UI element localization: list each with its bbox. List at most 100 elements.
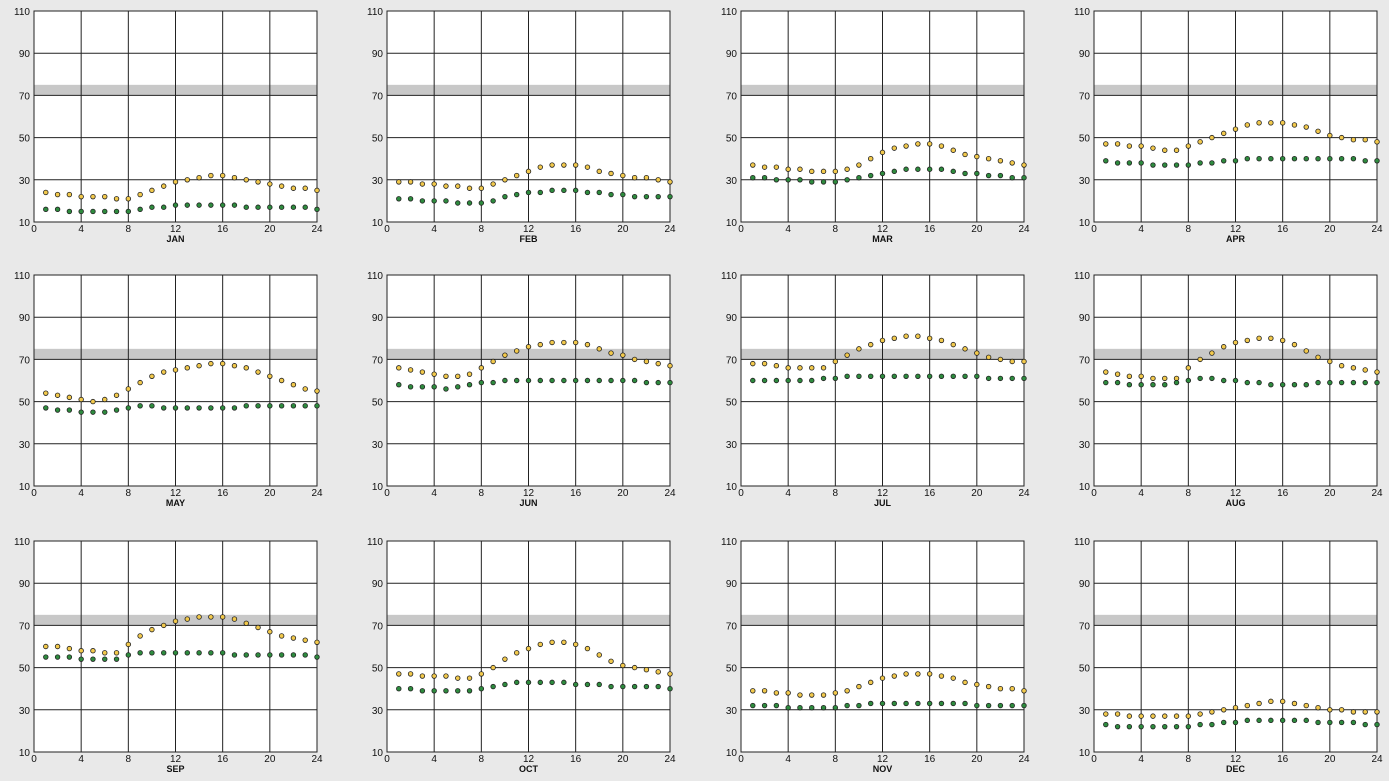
data-point (290, 652, 297, 658)
data-point (1244, 155, 1250, 162)
x-tick-label: 24 (311, 488, 323, 499)
data-point (1103, 379, 1109, 386)
data-point (561, 639, 567, 645)
data-point (1162, 375, 1168, 382)
data-point (302, 204, 308, 210)
x-tick-label: 20 (1324, 488, 1336, 499)
data-point (891, 145, 897, 151)
data-point (184, 616, 190, 622)
data-point (525, 344, 532, 350)
data-point (113, 208, 120, 215)
data-point (820, 365, 827, 371)
data-point (1021, 358, 1027, 365)
x-tick-label: 8 (1186, 488, 1192, 499)
data-point (278, 183, 285, 189)
data-point (1232, 704, 1239, 711)
data-point (844, 352, 850, 358)
data-point (1009, 702, 1015, 709)
data-point (596, 652, 602, 658)
chart-jan: 0 4 8 12 16 20 24 10 30 50 70 90 110 JAN (14, 7, 323, 244)
chart-oct: 0 4 8 12 16 20 24 10 30 50 70 90 110 OCT (367, 537, 676, 774)
y-tick-label: 30 (372, 440, 384, 451)
data-point (809, 377, 815, 384)
data-point (584, 164, 591, 170)
data-point (608, 350, 614, 356)
data-point (1009, 160, 1015, 166)
data-point (396, 686, 402, 692)
data-point (608, 658, 614, 664)
data-point (537, 377, 543, 384)
data-point (761, 377, 768, 384)
y-tick-label: 70 (19, 621, 31, 632)
y-tick-label: 10 (726, 482, 738, 493)
data-point (962, 679, 968, 686)
data-point (1221, 344, 1227, 350)
data-point (572, 162, 579, 168)
x-tick-label: 0 (384, 754, 390, 765)
x-tick-label: 20 (617, 224, 629, 235)
data-point (537, 679, 543, 686)
y-tick-label: 30 (19, 176, 31, 187)
x-tick-label: 24 (664, 224, 676, 235)
data-point (1162, 382, 1168, 388)
month-label: APR (1226, 234, 1246, 244)
data-point (820, 375, 827, 382)
data-point (962, 373, 968, 379)
x-tick-label: 24 (664, 488, 676, 499)
data-point (773, 702, 780, 709)
data-point (1303, 124, 1309, 130)
x-tick-label: 24 (1371, 488, 1383, 499)
data-point (231, 202, 238, 208)
data-point (985, 155, 992, 162)
data-point (90, 398, 96, 405)
data-point (761, 688, 768, 694)
plot-frame (740, 540, 1025, 753)
data-point (208, 360, 214, 367)
data-point (1150, 723, 1156, 730)
data-point (1185, 713, 1192, 719)
data-point (43, 654, 49, 660)
data-point (631, 356, 638, 363)
data-point (149, 187, 155, 194)
data-point (974, 350, 980, 356)
data-point (938, 143, 945, 149)
data-point (1197, 160, 1203, 166)
data-point (549, 162, 555, 168)
data-point (667, 179, 673, 185)
data-point (431, 673, 437, 679)
x-tick-label: 8 (1186, 754, 1192, 765)
data-point (443, 386, 449, 392)
data-point (1232, 339, 1239, 346)
x-tick-label: 24 (1018, 488, 1030, 499)
data-point (667, 671, 673, 677)
data-point (915, 141, 921, 147)
data-point (915, 333, 921, 339)
data-point (584, 341, 591, 348)
month-label: JUL (874, 498, 892, 508)
y-tick-label: 70 (1079, 621, 1091, 632)
data-point (455, 183, 461, 189)
data-point (1138, 723, 1144, 730)
data-point (832, 168, 839, 175)
data-point (1209, 350, 1215, 356)
data-point (490, 379, 496, 386)
data-point (1221, 377, 1227, 384)
data-point (90, 648, 96, 654)
month-label: DEC (1226, 764, 1246, 774)
data-point (856, 174, 862, 181)
data-point (125, 386, 132, 392)
data-point (1291, 122, 1298, 128)
data-point (1173, 723, 1180, 730)
data-point (950, 700, 956, 707)
data-point (102, 656, 108, 662)
data-point (1256, 155, 1262, 162)
data-point (844, 702, 850, 709)
x-tick-label: 4 (78, 224, 84, 235)
data-point (584, 377, 591, 384)
data-point (149, 650, 155, 656)
data-point (396, 382, 402, 388)
data-point (302, 637, 308, 643)
data-point (549, 339, 555, 346)
y-tick-label: 110 (1074, 271, 1090, 282)
data-point (1021, 162, 1027, 168)
